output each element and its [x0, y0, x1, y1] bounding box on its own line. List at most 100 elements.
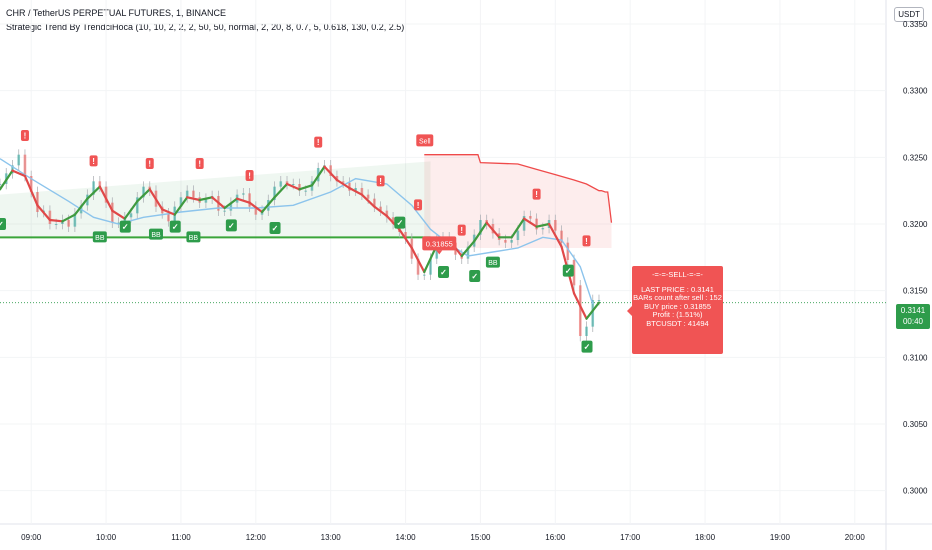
- candle-body: [98, 181, 102, 187]
- candle-body: [273, 186, 276, 200]
- candle-body: [185, 190, 189, 198]
- trend-line-segment: [48, 218, 64, 223]
- bb-marker: [485, 256, 500, 268]
- candle-body: [73, 213, 77, 227]
- warning-icon: !: [24, 132, 27, 141]
- candle-body: [373, 198, 376, 207]
- candle-body: [348, 182, 351, 191]
- check-icon: ✓: [584, 343, 591, 352]
- sell-warning-marker: [314, 136, 323, 148]
- time-tick-label: 14:00: [396, 533, 417, 542]
- check-icon: ✓: [440, 268, 447, 277]
- trend-line-segment: [310, 165, 326, 187]
- price-tick-label: 0.3100: [903, 353, 928, 362]
- candle-body: [135, 197, 139, 214]
- sell-warning-marker: [20, 130, 29, 141]
- price-tick-label: 0.3350: [903, 20, 928, 29]
- trend-line-segment: [373, 205, 388, 218]
- bb-marker-label: BB: [488, 260, 498, 267]
- candle-body: [111, 202, 114, 223]
- trend-line-segment: [136, 188, 151, 203]
- currency-button[interactable]: USDT: [894, 7, 924, 22]
- time-tick-label: 09:00: [21, 533, 42, 542]
- warning-icon: !: [248, 172, 251, 181]
- candle-body: [566, 242, 570, 260]
- sell-price-callout: [422, 236, 457, 251]
- buy-check-marker: [562, 264, 574, 277]
- moving-average-line: [0, 158, 594, 305]
- check-icon: ✓: [396, 219, 403, 228]
- trend-line-segment: [298, 184, 314, 191]
- candle-body: [298, 184, 301, 191]
- trend-line-segment: [198, 196, 214, 202]
- trend-line-segment: [161, 208, 176, 216]
- sell-warning-marker: [414, 199, 423, 211]
- resistance-stop-line: [424, 154, 613, 223]
- bb-marker-label: BB: [189, 235, 199, 242]
- sell-warning-marker: [195, 158, 204, 169]
- candle-body: [242, 193, 245, 195]
- buy-check-marker: [269, 222, 281, 234]
- candle-body: [23, 154, 27, 176]
- check-icon: ✓: [228, 221, 235, 230]
- candle-body: [535, 218, 538, 230]
- trend-line-segment: [248, 201, 264, 214]
- price-tick-label: 0.3300: [903, 87, 928, 96]
- candle-body: [291, 184, 295, 185]
- sell-warning-marker: [582, 235, 591, 247]
- time-tick-label: 13:00: [321, 533, 342, 542]
- candle-body: [279, 181, 283, 187]
- price-tick-label: 0.3050: [903, 420, 928, 429]
- candle-body: [391, 217, 395, 224]
- candle-body: [92, 181, 95, 195]
- check-icon: ✓: [272, 224, 279, 233]
- sell-warning-marker: [457, 224, 466, 236]
- trend-line-segment: [535, 222, 551, 228]
- time-tick-label: 11:00: [171, 533, 191, 542]
- sell-info-line: Profit : (1.51%): [652, 310, 703, 320]
- candle-body: [522, 216, 526, 231]
- time-tick-label: 12:00: [246, 533, 267, 542]
- bb-marker-label: BB: [151, 232, 161, 239]
- trend-line-segment: [61, 213, 76, 223]
- sell-warning-marker: [89, 155, 98, 167]
- candle-body: [354, 188, 357, 191]
- candle-body: [29, 176, 33, 192]
- check-icon: ✓: [172, 223, 179, 232]
- candle-body: [572, 260, 576, 286]
- candle-body: [341, 181, 345, 183]
- sell-info-box: -=-=-SELL-=-=- LAST PRICE : 0.3141 BARs …: [627, 266, 723, 354]
- candle-body: [104, 186, 108, 203]
- trend-line-segment: [98, 185, 114, 212]
- candle-body: [17, 154, 21, 166]
- warning-icon: !: [198, 160, 201, 169]
- price-tick-label: 0.3200: [903, 220, 928, 229]
- trend-line-segment: [123, 200, 139, 220]
- candle-body: [285, 181, 289, 184]
- time-tick-label: 20:00: [845, 533, 866, 542]
- buy-check-marker: [119, 220, 131, 233]
- candle-body: [167, 213, 170, 222]
- candle-body: [117, 222, 120, 224]
- trend-line-segment: [572, 292, 588, 320]
- last-price-label: 0.3141 00:40: [896, 304, 930, 329]
- bb-marker: [92, 231, 107, 243]
- candle-body: [123, 217, 127, 223]
- candle-body: [54, 224, 58, 225]
- sell-signal-marker: [416, 134, 434, 147]
- trend-line-segment: [86, 185, 101, 200]
- trend-line-segment: [398, 228, 413, 250]
- sell-info-header: -=-=-SELL-=-=-: [652, 270, 703, 279]
- candle-body: [304, 190, 308, 192]
- warning-icon: !: [379, 177, 382, 186]
- sell-warning-marker: [245, 170, 254, 181]
- candle-body: [422, 274, 426, 276]
- candle-body: [129, 213, 133, 218]
- candle-body: [366, 194, 370, 199]
- sell-info-line: LAST PRICE : 0.3141: [641, 284, 714, 294]
- candle-body: [142, 186, 145, 198]
- trend-line-segment: [510, 217, 526, 239]
- last-price-value: 0.3141: [900, 306, 926, 315]
- candle-body: [429, 258, 432, 275]
